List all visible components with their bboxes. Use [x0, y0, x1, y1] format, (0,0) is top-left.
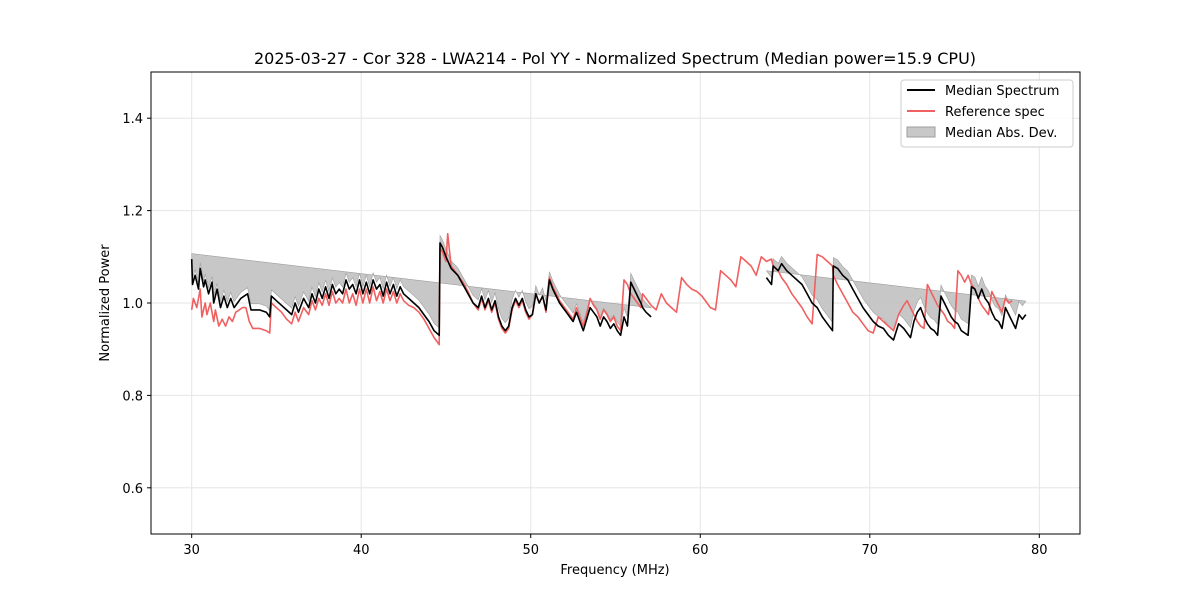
median-series-layer	[190, 242, 1027, 341]
x-tick-label: 70	[862, 543, 879, 558]
legend-box	[900, 79, 1074, 148]
median-spectrum-line	[190, 242, 652, 337]
y-axis-label: Normalized Power	[98, 244, 113, 362]
x-tick-label: 40	[353, 543, 370, 558]
x-tick-label: 30	[183, 543, 200, 558]
y-tick-label: 0.6	[122, 482, 143, 497]
legend-swatch-mad	[906, 126, 936, 138]
mad-band	[765, 255, 1027, 331]
x-axis-ticks: 30 40 50 60 70 80	[183, 534, 1048, 558]
x-tick-label: 50	[522, 543, 539, 558]
legend-label-median: Median Spectrum	[945, 84, 1059, 99]
y-axis-ticks: 0.6 0.8 1.0 1.2 1.4	[122, 112, 151, 497]
x-axis-label: Frequency (MHz)	[560, 563, 669, 578]
legend: Median Spectrum Reference spec Median Ab…	[900, 79, 1074, 148]
legend-label-mad: Median Abs. Dev.	[945, 126, 1057, 141]
legend-label-reference: Reference spec	[945, 105, 1045, 120]
chart-title: 2025-03-27 - Cor 328 - LWA214 - Pol YY -…	[254, 49, 976, 68]
y-tick-label: 1.2	[122, 205, 143, 220]
mad-band-layer	[191, 234, 1027, 331]
reference-spectrum-line	[190, 232, 1013, 346]
x-tick-label: 80	[1031, 543, 1048, 558]
y-tick-label: 1.0	[122, 297, 143, 312]
median-spectrum-line	[765, 262, 1027, 341]
reference-series-layer	[190, 232, 1013, 346]
x-tick-label: 60	[692, 543, 709, 558]
mad-band	[191, 234, 653, 329]
y-tick-label: 1.4	[122, 112, 143, 127]
y-tick-label: 0.8	[122, 389, 143, 404]
